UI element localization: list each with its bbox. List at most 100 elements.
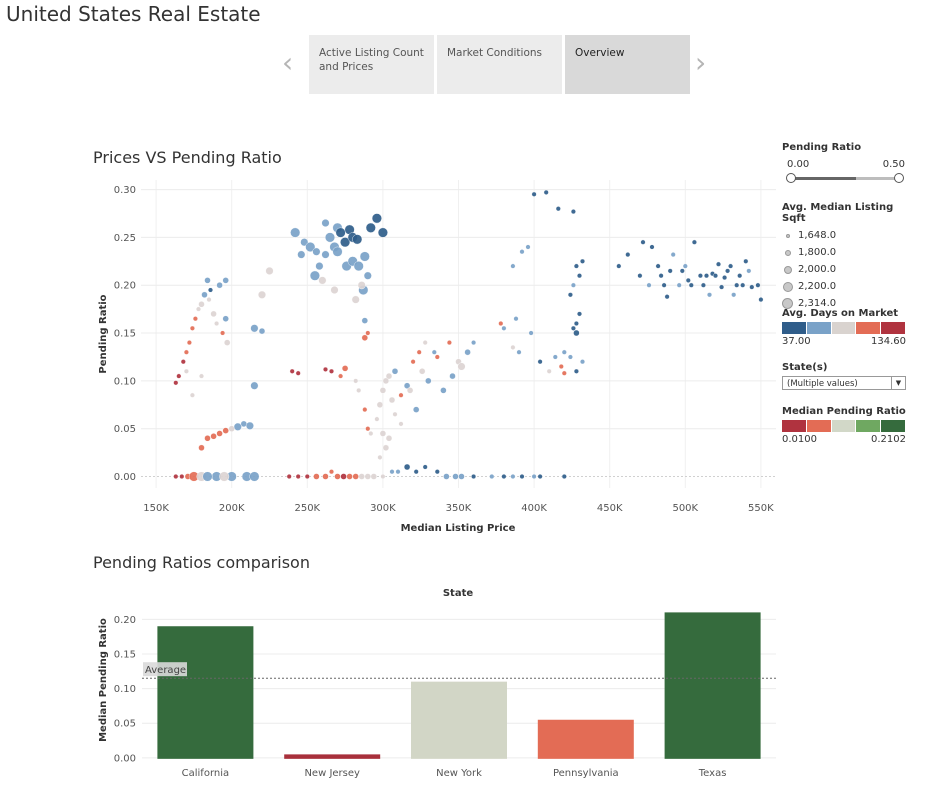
scatter-point bbox=[501, 325, 507, 331]
scatter-point bbox=[537, 359, 543, 365]
scatter-point bbox=[195, 306, 201, 312]
scatter-point bbox=[321, 250, 330, 259]
scatter-point bbox=[464, 349, 471, 356]
x-tick-label: 500K bbox=[672, 503, 698, 514]
x-tick-label: 150K bbox=[143, 503, 169, 514]
slider-handle-min[interactable] bbox=[786, 173, 796, 183]
scatter-point bbox=[392, 411, 398, 417]
scatter-point bbox=[370, 473, 377, 480]
median-pending-color-swatch bbox=[831, 420, 857, 432]
states-dropdown[interactable]: (Multiple values) ▼ bbox=[782, 376, 906, 390]
scatter-point bbox=[546, 368, 552, 374]
scatter-point bbox=[434, 469, 440, 475]
days-legend: Avg. Days on Market 37.00 134.60 bbox=[782, 308, 912, 347]
scatter-point bbox=[398, 421, 404, 427]
median-pending-color-swatch bbox=[856, 420, 882, 432]
scatter-point bbox=[385, 435, 393, 442]
y-tick-label: 0.20 bbox=[114, 615, 136, 626]
story-navigator: ‹ Active Listing Count and Prices Market… bbox=[282, 35, 722, 95]
pending-ratio-slider[interactable] bbox=[786, 172, 904, 184]
y-tick-label: 0.25 bbox=[114, 233, 136, 244]
scatter-point bbox=[374, 416, 380, 422]
scatter-point bbox=[359, 251, 370, 262]
average-label-background bbox=[143, 662, 187, 677]
scatter-point bbox=[362, 407, 368, 413]
scatter-point bbox=[531, 474, 537, 480]
average-label: Average bbox=[145, 665, 186, 676]
scatter-point bbox=[385, 372, 393, 380]
scatter-point bbox=[567, 354, 573, 360]
scatter-point bbox=[286, 474, 292, 480]
scatter-point bbox=[220, 330, 226, 336]
scatter-point bbox=[570, 209, 576, 215]
scatter-point bbox=[304, 474, 310, 480]
scatter-point bbox=[353, 261, 364, 272]
scatter-point bbox=[379, 430, 387, 437]
bar-chart-title: Pending Ratios comparison bbox=[93, 553, 310, 572]
scatter-point bbox=[758, 297, 764, 303]
scatter-point bbox=[222, 427, 229, 434]
story-tab-overview[interactable]: Overview bbox=[565, 35, 690, 94]
scatter-point bbox=[180, 359, 186, 365]
scatter-point bbox=[637, 273, 643, 279]
scatter-point bbox=[655, 263, 661, 269]
bar bbox=[284, 754, 381, 759]
scatter-point bbox=[498, 321, 504, 327]
scatter-point bbox=[434, 354, 440, 360]
chevron-left-icon[interactable]: ‹ bbox=[282, 46, 294, 79]
days-color-swatch bbox=[806, 322, 832, 334]
scatter-point bbox=[561, 474, 567, 480]
scatter-point bbox=[510, 474, 516, 480]
scatter-point bbox=[380, 474, 386, 480]
scatter-point bbox=[219, 471, 230, 482]
states-dropdown-value: (Multiple values) bbox=[787, 379, 858, 389]
scatter-point bbox=[510, 263, 516, 269]
scatter-point bbox=[691, 239, 697, 245]
scatter-point bbox=[204, 435, 211, 442]
scatter-point bbox=[312, 247, 321, 256]
scatter-point bbox=[250, 381, 259, 390]
scatter-point bbox=[525, 244, 531, 250]
scatter-point bbox=[388, 396, 396, 404]
x-tick-label: 550K bbox=[748, 503, 774, 514]
bar bbox=[157, 626, 254, 759]
pending-ratio-min: 0.00 bbox=[787, 159, 810, 170]
slider-range bbox=[789, 177, 856, 180]
scatter-point bbox=[356, 387, 362, 393]
scatter-point bbox=[537, 474, 543, 480]
days-color-swatch bbox=[782, 322, 807, 334]
size-dot-icon bbox=[785, 249, 791, 256]
scatter-point bbox=[258, 327, 266, 335]
story-tab-active-listing[interactable]: Active Listing Count and Prices bbox=[309, 35, 434, 94]
scatter-chart: 150K 200K 250K 300K 350K 400K 450K 500K 550K 0.00… bbox=[98, 180, 776, 534]
scatter-point bbox=[214, 321, 220, 327]
scatter-point bbox=[207, 287, 213, 293]
scatter-point bbox=[368, 431, 374, 437]
scatter-point bbox=[676, 282, 682, 288]
x-tick-label: 250K bbox=[294, 503, 320, 514]
chevron-down-icon[interactable]: ▼ bbox=[891, 377, 905, 389]
scatter-point bbox=[189, 392, 195, 398]
scatter-point bbox=[379, 387, 387, 394]
scatter-point bbox=[332, 246, 343, 257]
chevron-right-icon[interactable]: › bbox=[695, 46, 707, 79]
scatter-point bbox=[351, 295, 360, 304]
scatter-point bbox=[661, 282, 667, 288]
y-tick-label: 0.00 bbox=[114, 472, 136, 483]
sqft-value: 1,648.0 bbox=[798, 230, 837, 241]
x-tick-label: 300K bbox=[370, 503, 396, 514]
scatter-point bbox=[192, 316, 198, 322]
median-pending-max: 0.2102 bbox=[871, 434, 906, 445]
scatter-point bbox=[577, 311, 583, 317]
scatter-point bbox=[403, 463, 411, 471]
scatter-point bbox=[365, 222, 376, 233]
scatter-point bbox=[398, 392, 404, 398]
slider-handle-max[interactable] bbox=[894, 173, 904, 183]
scatter-point bbox=[318, 276, 327, 285]
scatter-point bbox=[749, 284, 755, 290]
story-tab-market-conditions[interactable]: Market Conditions bbox=[437, 35, 562, 94]
scatter-point bbox=[389, 469, 395, 475]
days-color-swatch bbox=[881, 322, 906, 334]
scatter-point bbox=[341, 365, 349, 372]
scatter-point bbox=[679, 268, 685, 274]
